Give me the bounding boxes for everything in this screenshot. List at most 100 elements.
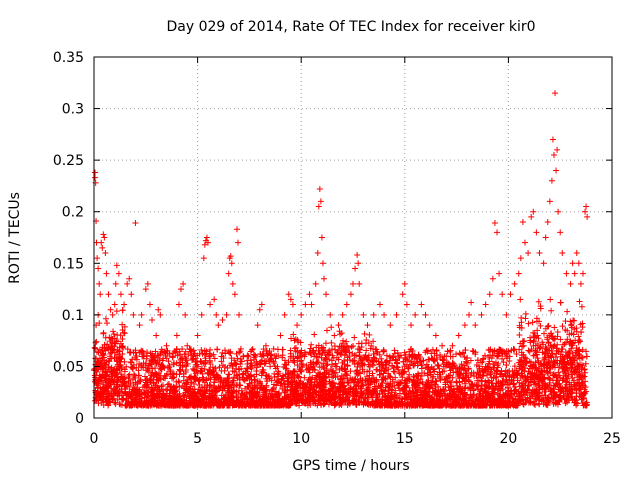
data-point	[480, 368, 487, 375]
data-point	[130, 387, 137, 394]
data-point	[361, 399, 368, 406]
data-point	[165, 381, 172, 388]
data-point	[544, 323, 551, 330]
data-point	[479, 377, 486, 384]
data-point	[370, 338, 377, 345]
data-point	[342, 346, 349, 353]
data-point	[301, 374, 308, 381]
data-point	[399, 374, 406, 381]
data-point	[261, 360, 268, 367]
data-point	[306, 369, 313, 376]
data-point	[493, 373, 500, 380]
data-point	[545, 322, 552, 329]
data-point	[520, 401, 527, 408]
data-point	[564, 308, 571, 315]
data-point	[503, 376, 510, 383]
data-point	[395, 366, 402, 373]
data-point	[237, 348, 244, 355]
data-point	[264, 373, 271, 380]
data-point	[135, 372, 142, 379]
data-point	[240, 371, 247, 378]
data-point	[523, 377, 530, 384]
data-point	[191, 367, 198, 374]
data-point	[383, 361, 390, 368]
data-point	[347, 375, 354, 382]
data-point	[318, 344, 325, 351]
data-point	[560, 341, 567, 348]
data-point	[111, 372, 118, 379]
data-point	[346, 349, 353, 356]
data-point	[239, 374, 246, 381]
data-point	[214, 346, 221, 353]
data-point	[462, 358, 469, 365]
data-point	[515, 398, 522, 405]
data-point	[424, 372, 431, 379]
data-point	[349, 358, 356, 365]
data-point	[138, 347, 145, 354]
data-point	[389, 362, 396, 369]
data-point	[504, 384, 511, 391]
data-point	[511, 363, 518, 370]
data-point	[177, 368, 184, 375]
data-point	[549, 350, 556, 357]
data-point	[207, 346, 214, 353]
data-point	[536, 371, 543, 378]
data-point	[552, 399, 559, 406]
data-point	[126, 383, 133, 390]
data-point	[330, 379, 337, 386]
data-point	[278, 376, 285, 383]
data-point	[269, 386, 276, 393]
data-point	[557, 389, 564, 396]
data-point	[575, 339, 582, 346]
data-point	[274, 397, 281, 404]
data-point	[224, 402, 231, 409]
data-point	[159, 348, 166, 355]
data-point	[376, 351, 383, 358]
data-point	[390, 353, 397, 360]
data-point	[364, 395, 371, 402]
data-point	[400, 387, 407, 394]
data-point	[533, 351, 540, 358]
data-point	[356, 353, 363, 360]
data-point	[314, 354, 321, 361]
data-point	[531, 378, 538, 385]
data-point	[408, 345, 415, 352]
data-point	[557, 336, 564, 343]
data-point	[416, 359, 423, 366]
data-point	[230, 374, 237, 381]
data-point	[149, 356, 156, 363]
data-point	[288, 335, 295, 342]
data-point	[490, 375, 497, 382]
data-point	[187, 393, 194, 400]
data-point	[377, 399, 384, 406]
data-point	[153, 392, 160, 399]
data-point	[228, 360, 235, 367]
data-point	[319, 393, 326, 400]
data-point	[296, 397, 303, 404]
data-point	[98, 374, 105, 381]
data-point	[539, 377, 546, 384]
data-point	[305, 365, 312, 372]
data-point	[309, 374, 316, 381]
data-point	[122, 390, 129, 397]
data-point	[565, 370, 572, 377]
data-point	[311, 353, 318, 360]
data-point	[357, 346, 364, 353]
data-point	[329, 346, 336, 353]
data-point	[539, 349, 546, 356]
data-point	[295, 396, 302, 403]
data-point	[569, 350, 576, 357]
data-point	[211, 355, 218, 362]
data-point	[546, 332, 553, 339]
data-point	[306, 399, 313, 406]
data-point	[578, 375, 585, 382]
data-point	[483, 370, 490, 377]
data-point	[414, 379, 421, 386]
data-point	[212, 392, 219, 399]
data-point	[176, 384, 183, 391]
data-point	[258, 370, 265, 377]
data-point	[340, 337, 347, 344]
data-point	[274, 391, 281, 398]
data-point	[302, 351, 309, 358]
data-point	[463, 354, 470, 361]
